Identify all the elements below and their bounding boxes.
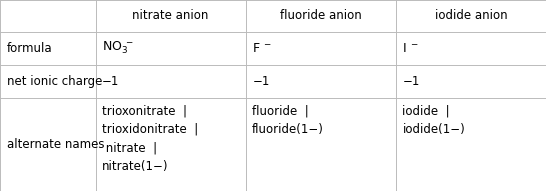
Text: −1: −1: [402, 75, 420, 88]
Text: nitrate anion: nitrate anion: [133, 9, 209, 22]
Text: iodide anion: iodide anion: [435, 9, 507, 22]
Text: −1: −1: [252, 75, 270, 88]
Bar: [396, 32, 546, 65]
Bar: [0, 98, 96, 191]
Bar: [96, 0, 246, 32]
Bar: [96, 65, 246, 98]
Text: net ionic charge: net ionic charge: [7, 75, 102, 88]
Text: fluoride anion: fluoride anion: [280, 9, 361, 22]
Text: $\mathregular{I^{\ -}}$: $\mathregular{I^{\ -}}$: [402, 42, 419, 55]
Bar: [0, 0, 96, 32]
Text: $\mathregular{F^{\ -}}$: $\mathregular{F^{\ -}}$: [252, 42, 272, 55]
Bar: [246, 65, 396, 98]
Text: $\mathregular{NO_3^{\ -}}$: $\mathregular{NO_3^{\ -}}$: [102, 40, 134, 57]
Bar: [96, 32, 246, 65]
Text: alternate names: alternate names: [7, 138, 104, 151]
Text: fluoride  |
fluoride(1−): fluoride | fluoride(1−): [252, 104, 324, 136]
Bar: [396, 0, 546, 32]
Bar: [396, 98, 546, 191]
Bar: [246, 98, 396, 191]
Text: trioxonitrate  |
trioxidonitrate  |
 nitrate  |
nitrate(1−): trioxonitrate | trioxidonitrate | nitrat…: [102, 104, 198, 173]
Bar: [96, 98, 246, 191]
Bar: [246, 32, 396, 65]
Bar: [0, 32, 96, 65]
Text: −1: −1: [102, 75, 120, 88]
Text: iodide  |
iodide(1−): iodide | iodide(1−): [402, 104, 465, 136]
Text: formula: formula: [7, 42, 52, 55]
Bar: [0, 65, 96, 98]
Bar: [396, 65, 546, 98]
Bar: [246, 0, 396, 32]
